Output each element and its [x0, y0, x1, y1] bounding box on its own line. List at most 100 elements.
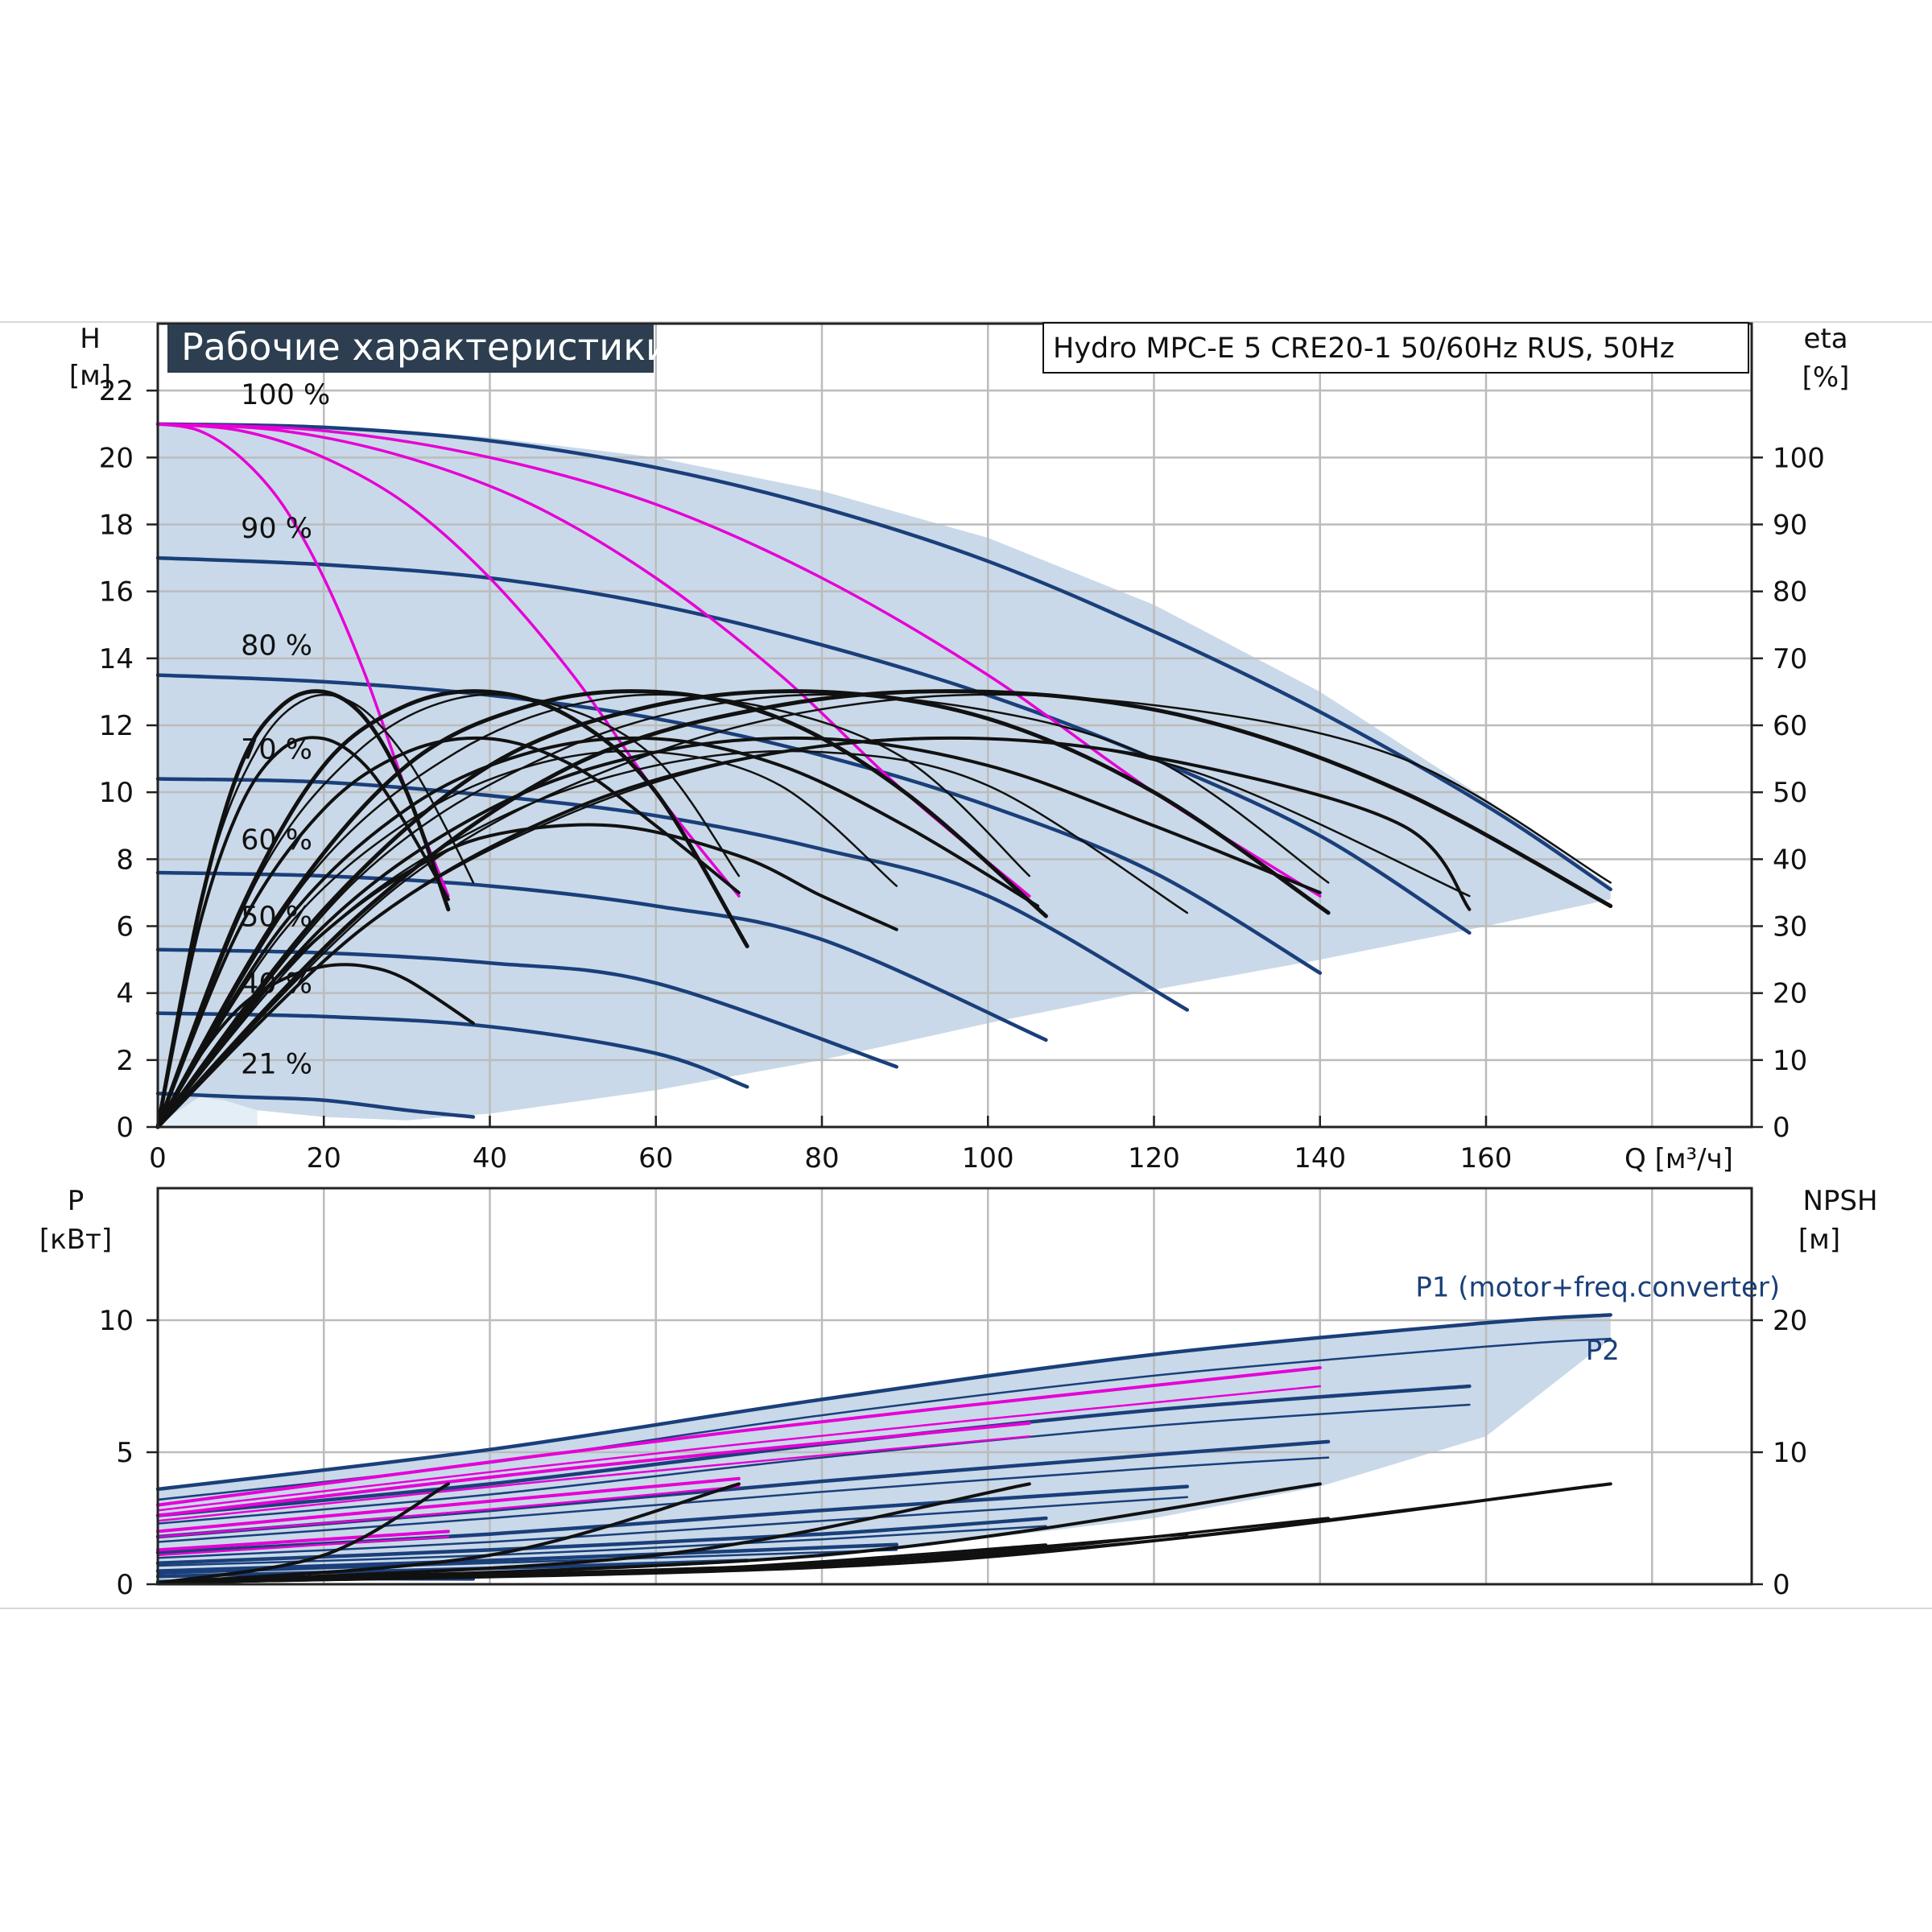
curve-p2-7 — [156, 1496, 1189, 1559]
head-curves — [155, 422, 1613, 1129]
y-tick-label: 16 — [99, 576, 134, 609]
x-tick-label: 100 — [962, 1142, 1014, 1174]
y-tick-label: 18 — [99, 510, 134, 542]
x-tick-label: 0 — [149, 1142, 167, 1174]
y2-tick-label: 40 — [1773, 844, 1807, 876]
power-plot-grid — [158, 1188, 1752, 1584]
curve-p2-15 — [156, 1535, 450, 1557]
y-tick-label: 10 — [99, 777, 134, 809]
curve-eta-21 — [155, 689, 1048, 1129]
curve-eta-18 — [156, 749, 898, 1129]
power-plot-ticks: 0 5 10 0 10 20 — [99, 1305, 1808, 1601]
head-plot-grid — [158, 324, 1752, 1127]
model-label: Hydro MPC-E 5 CRE20-1 50/60Hz RUS, 50Hz — [1053, 332, 1674, 365]
speed-label: 60 % — [241, 824, 312, 857]
x-tick-label: 20 — [307, 1142, 341, 1174]
curve-h-speed-3 — [155, 777, 1190, 1012]
power-plot-frame — [156, 1187, 1753, 1586]
y2-tick-label: 60 — [1773, 710, 1807, 742]
series-label: P2 — [1586, 1335, 1620, 1367]
curve-eta-25 — [155, 689, 1331, 1129]
curve-h-speed-2 — [155, 673, 1323, 975]
curve-p2-19 — [156, 1435, 1031, 1522]
x-tick-label: 60 — [638, 1142, 673, 1174]
power-series-labels: P1 (motor+freq.converter) P2 — [1415, 1271, 1780, 1367]
y2-axis-label-npsh: NPSH — [1802, 1185, 1877, 1217]
y-tick-label: 4 — [116, 978, 134, 1010]
speed-label: 90 % — [241, 513, 312, 545]
curve-h-speed-1 — [155, 555, 1472, 935]
curve-eta-24 — [156, 749, 1189, 1129]
curve-eta-14 — [156, 736, 450, 1129]
y-axis-unit-h: [м] — [69, 360, 111, 392]
x-tick-label: 140 — [1294, 1142, 1346, 1174]
y2-tick-label: 100 — [1773, 442, 1825, 474]
y-axis-unit-p: [кВт] — [39, 1224, 112, 1256]
y-tick-label: 12 — [99, 710, 134, 742]
curve-eta-29 — [155, 689, 1613, 1129]
curve-p1-8 — [155, 1516, 1048, 1566]
curve-eta-22 — [156, 693, 1031, 1129]
curve-p2-5 — [156, 1456, 1330, 1543]
speed-labels: 100 % 90 % 80 % 70 % 60 % 50 % 40 % 21 % — [241, 379, 330, 1081]
curve-npsh-22 — [156, 1482, 450, 1585]
curve-eta-15 — [155, 689, 749, 1129]
title-box — [167, 324, 654, 373]
curve-eta-16 — [156, 693, 741, 1129]
y2-tick-label: 80 — [1773, 576, 1807, 609]
curve-h-speed-0 — [155, 422, 1612, 892]
y2-tick-label: 0 — [1773, 1112, 1790, 1144]
y2-tick-label: 30 — [1773, 911, 1807, 943]
curve-p2-9 — [156, 1525, 1047, 1567]
y2-tick-label: 10 — [1773, 1437, 1807, 1469]
speed-label: 50 % — [241, 902, 312, 934]
plot-frame — [156, 1187, 1753, 1586]
speed-label: 21 % — [241, 1048, 312, 1080]
curve-eta-30 — [156, 693, 1612, 1129]
x-tick-label: 40 — [473, 1142, 507, 1174]
curve-eta-31 — [156, 736, 1472, 1129]
head-plot-ticks: 0 20 40 60 80 100 120 140 1600246810121416182022… — [99, 375, 1825, 1174]
y2-tick-label: 10 — [1773, 1045, 1807, 1077]
y-tick-label: 2 — [116, 1045, 134, 1077]
y2-axis-label-eta: eta — [1803, 323, 1847, 355]
y-axis-label-h: H — [80, 323, 101, 355]
curve-p1-20 — [156, 1366, 1322, 1507]
y2-tick-label: 20 — [1773, 978, 1807, 1010]
speed-label: 70 % — [241, 734, 312, 766]
y-tick-label: 22 — [99, 375, 134, 407]
curve-eta-23 — [156, 736, 1040, 1129]
curve-eta-19 — [156, 823, 898, 1129]
y2-axis-unit-npsh: [м] — [1798, 1224, 1840, 1256]
curve-p1-10 — [155, 1542, 899, 1573]
y2-tick-label: 20 — [1773, 1305, 1807, 1337]
curve-h-speed-7 — [155, 1092, 476, 1119]
model-box — [1042, 322, 1749, 374]
y-tick-label: 5 — [116, 1437, 134, 1469]
series-label: P1 (motor+freq.converter) — [1415, 1271, 1780, 1303]
curve-eta-27 — [156, 736, 1322, 1129]
power-curves — [155, 1313, 1612, 1585]
speed-label: 100 % — [241, 379, 330, 411]
y-tick-label: 6 — [116, 911, 134, 943]
x-axis-label-q: Q [м³/ч] — [1624, 1143, 1733, 1175]
y-tick-label: 0 — [116, 1569, 134, 1601]
curve-p1-0 — [155, 1313, 1612, 1492]
y-tick-label: 14 — [99, 643, 134, 675]
curve-h-speed-5 — [155, 947, 899, 1069]
curve-p2-17 — [156, 1485, 741, 1538]
y2-tick-label: 50 — [1773, 777, 1807, 809]
y-tick-label: 10 — [99, 1305, 134, 1337]
curve-npsh-30 — [156, 1543, 1047, 1584]
y-tick-label: 0 — [116, 1112, 134, 1144]
chart-title: Рабочие характеристики — [181, 325, 670, 369]
x-tick-label: 160 — [1460, 1142, 1513, 1174]
y2-tick-label: 70 — [1773, 643, 1807, 675]
curve-eta-13 — [156, 693, 475, 1129]
curve-p2-21 — [156, 1385, 1322, 1512]
curve-p2-3 — [156, 1403, 1471, 1525]
y-axis-label-p: P — [68, 1185, 85, 1217]
y2-axis-unit-eta: [%] — [1802, 361, 1850, 394]
